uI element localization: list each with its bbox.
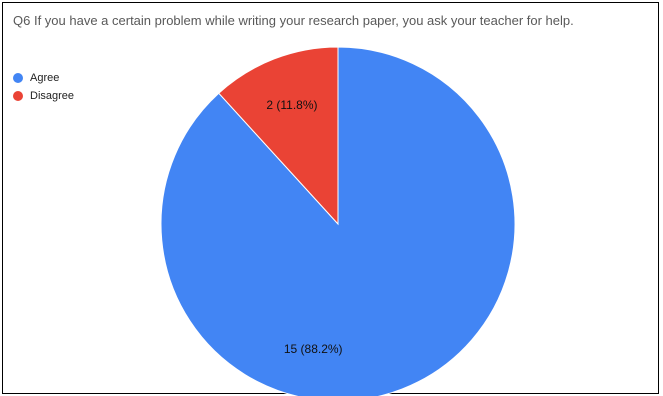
legend-swatch-disagree — [13, 91, 23, 101]
chart-legend: Agree Disagree — [13, 69, 74, 105]
legend-item-agree[interactable]: Agree — [13, 69, 74, 87]
pie-slice-disagree[interactable] — [218, 46, 339, 226]
legend-label-disagree: Disagree — [30, 90, 75, 102]
legend-swatch-agree — [13, 73, 23, 83]
slice-label-agree: 15 (88.2%) — [284, 342, 343, 356]
slice-label-disagree: 2 (11.8%) — [266, 98, 317, 112]
chart-title: Q6 If you have a certain problem while w… — [13, 13, 574, 28]
legend-item-disagree[interactable]: Disagree — [13, 87, 74, 105]
legend-label-agree: Agree — [30, 72, 60, 84]
